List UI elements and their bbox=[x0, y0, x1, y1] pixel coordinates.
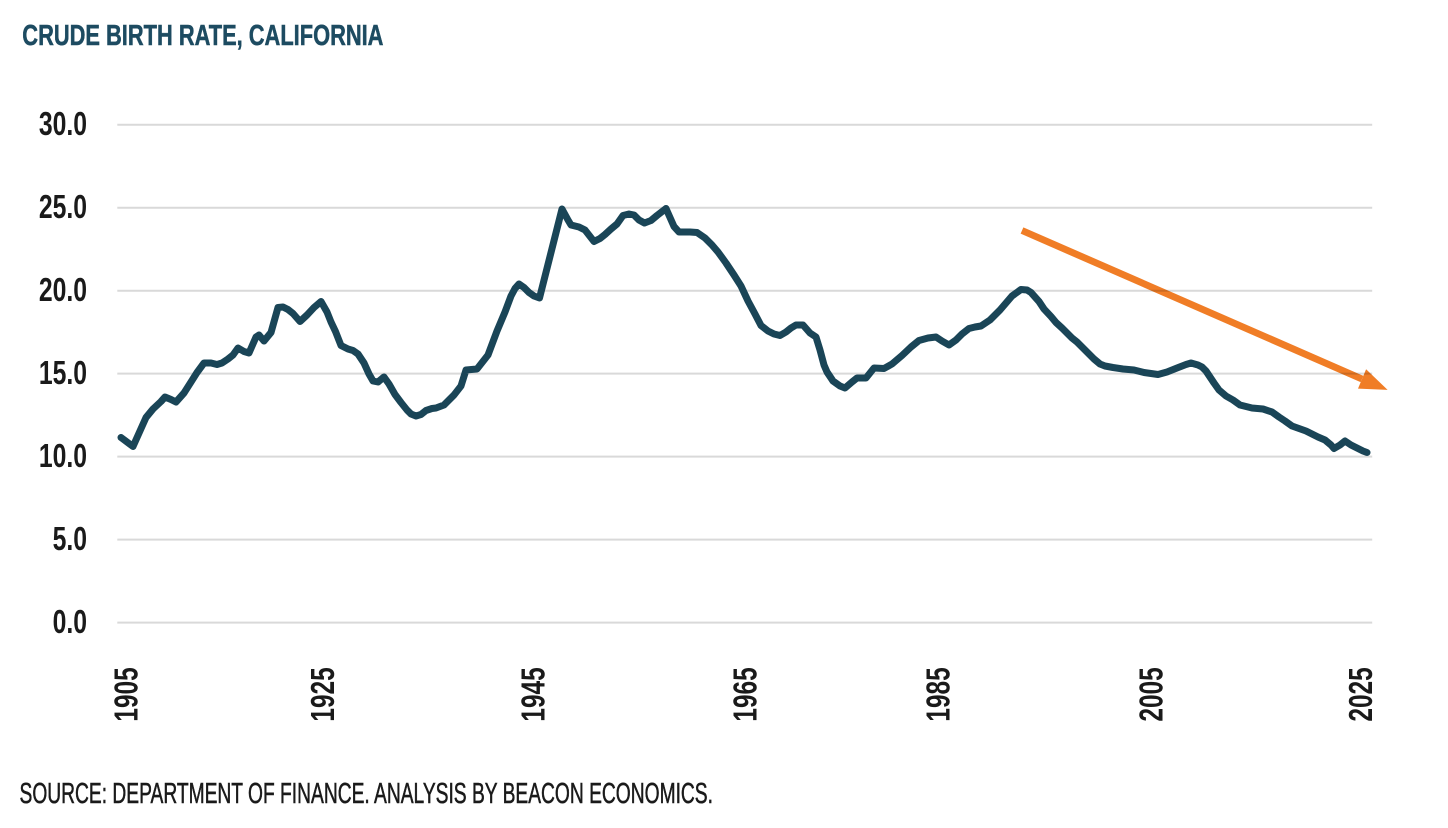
svg-text:1965: 1965 bbox=[728, 667, 764, 721]
svg-text:25.0: 25.0 bbox=[39, 190, 87, 226]
svg-text:5.0: 5.0 bbox=[53, 522, 87, 558]
svg-text:SOURCE: DEPARTMENT OF FINANCE.: SOURCE: DEPARTMENT OF FINANCE. ANALYSIS … bbox=[20, 778, 713, 810]
svg-text:0.0: 0.0 bbox=[53, 605, 87, 641]
svg-text:30.0: 30.0 bbox=[39, 107, 87, 143]
svg-text:1925: 1925 bbox=[306, 667, 342, 721]
svg-text:10.0: 10.0 bbox=[39, 439, 87, 475]
svg-text:20.0: 20.0 bbox=[39, 273, 87, 309]
svg-text:CRUDE BIRTH RATE, CALIFORNIA: CRUDE BIRTH RATE, CALIFORNIA bbox=[22, 20, 383, 51]
svg-text:15.0: 15.0 bbox=[39, 356, 87, 392]
svg-text:2005: 2005 bbox=[1134, 667, 1170, 721]
svg-text:1985: 1985 bbox=[921, 667, 957, 721]
svg-text:1945: 1945 bbox=[516, 667, 552, 721]
svg-text:2025: 2025 bbox=[1343, 667, 1379, 721]
svg-text:1905: 1905 bbox=[109, 667, 145, 721]
